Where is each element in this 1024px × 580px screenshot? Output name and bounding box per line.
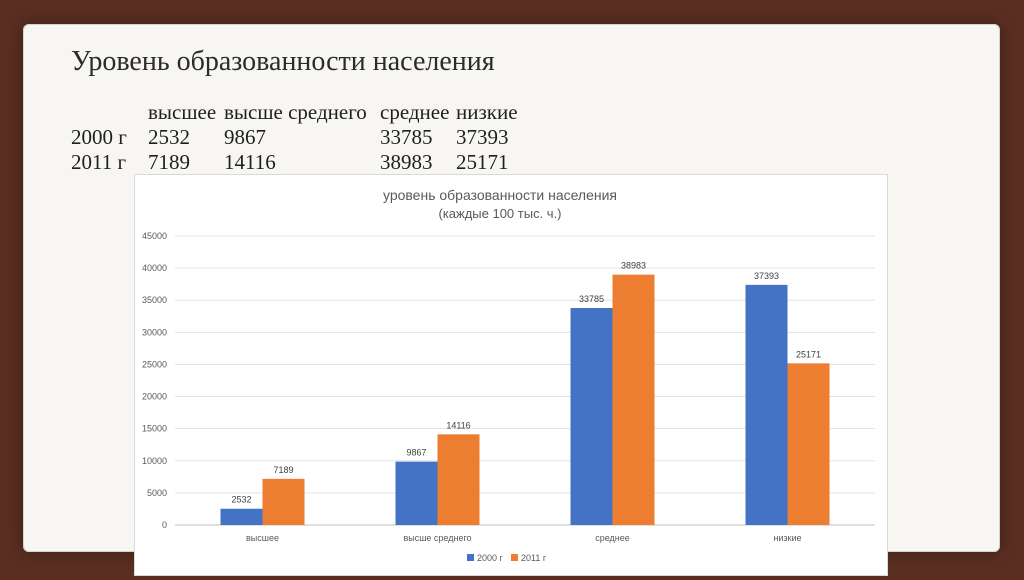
- x-tick-label: высше среднего: [403, 533, 471, 543]
- bar: [570, 308, 613, 525]
- table-cell: 25171: [456, 150, 509, 174]
- data-label: 37393: [754, 271, 779, 281]
- y-tick-label: 20000: [142, 392, 167, 402]
- y-tick-label: 15000: [142, 424, 167, 434]
- table-cell: 9867: [224, 125, 266, 149]
- data-label: 2532: [231, 495, 251, 505]
- legend-label: 2000 г: [477, 553, 504, 563]
- y-tick-label: 30000: [142, 327, 167, 337]
- data-label: 33785: [579, 294, 604, 304]
- y-tick-label: 35000: [142, 295, 167, 305]
- table-row-label: 2011 г: [71, 150, 127, 174]
- legend-swatch: [467, 554, 474, 561]
- table-cell: 14116: [224, 150, 276, 174]
- x-tick-label: среднее: [595, 533, 630, 543]
- bar: [437, 434, 480, 525]
- bar: [787, 363, 830, 525]
- y-tick-label: 45000: [142, 231, 167, 241]
- bar-chart: уровень образованности населения (каждые…: [142, 187, 875, 563]
- chart-title: уровень образованности населения: [383, 187, 617, 203]
- table-cell: 38983: [380, 150, 433, 174]
- data-label: 14116: [446, 420, 470, 430]
- table-cell: 7189: [148, 150, 190, 174]
- data-label: 7189: [273, 465, 293, 475]
- data-label: 38983: [621, 261, 646, 271]
- x-tick-label: высшее: [246, 533, 279, 543]
- data-label: 9867: [406, 448, 426, 458]
- bar: [262, 478, 305, 525]
- slide-title: Уровень образованности населения: [71, 46, 495, 77]
- legend-swatch: [511, 554, 518, 561]
- table-header-1: высшее: [148, 100, 217, 124]
- table-cell: 37393: [456, 125, 509, 149]
- legend-label: 2011 г: [521, 553, 547, 563]
- y-tick-label: 10000: [142, 456, 167, 466]
- y-tick-label: 25000: [142, 359, 167, 369]
- y-tick-label: 40000: [142, 263, 167, 273]
- bar: [395, 461, 438, 525]
- bar: [745, 284, 788, 525]
- y-tick-label: 0: [162, 520, 167, 530]
- table-cell: 33785: [380, 125, 433, 149]
- bar: [220, 508, 263, 525]
- y-tick-label: 5000: [147, 488, 167, 498]
- x-tick-label: низкие: [773, 533, 801, 543]
- table-row-label: 2000 г: [71, 125, 127, 149]
- table-cell: 2532: [148, 125, 190, 149]
- chart-container: уровень образованности населения (каждые…: [134, 174, 888, 576]
- table-header-2: высше среднего: [224, 100, 367, 124]
- data-label: 25171: [796, 349, 821, 359]
- table-header-3: среднее: [380, 100, 450, 124]
- bar: [612, 274, 655, 525]
- chart-subtitle: (каждые 100 тыс. ч.): [438, 206, 561, 221]
- table-header-4: низкие: [456, 100, 518, 124]
